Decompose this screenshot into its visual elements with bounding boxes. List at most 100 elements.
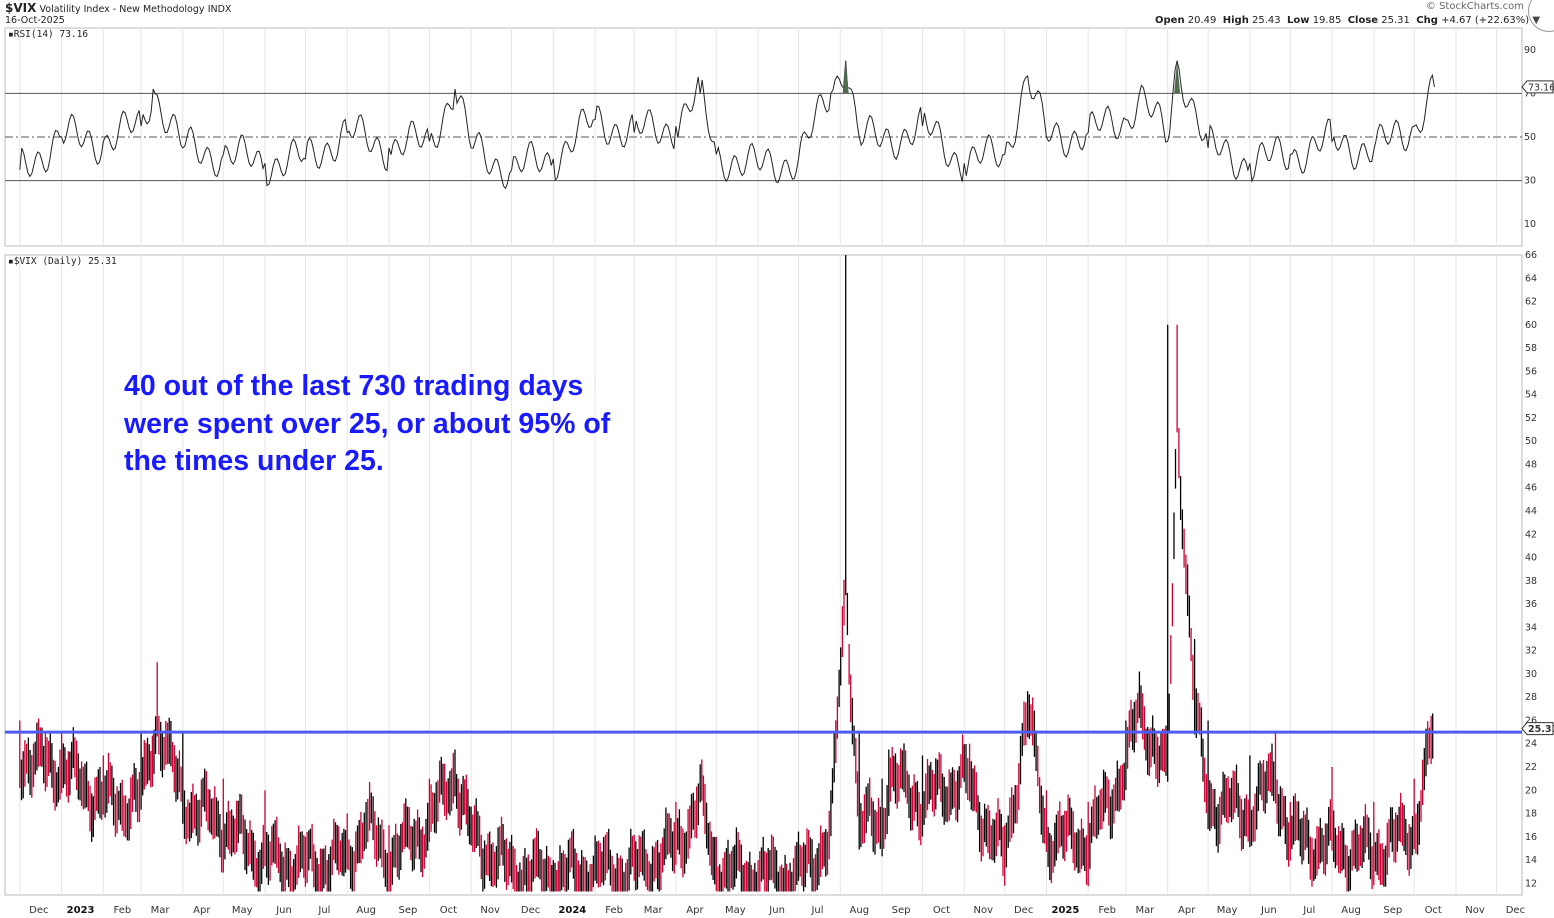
x-tick-label: Jul	[317, 905, 330, 916]
x-tick-label: Dec	[1014, 905, 1033, 916]
rsi-y-tick-label: 10	[1524, 219, 1536, 230]
chevron-down-icon: ▼	[1532, 15, 1541, 26]
vix-tag-text: 25.31	[1528, 724, 1554, 735]
vix-y-tick-label: 52	[1525, 413, 1537, 424]
annotation-line-3: the times under 25.	[124, 445, 384, 477]
x-tick-label: Apr	[1178, 905, 1196, 916]
rsi-tag-text: 73.16	[1528, 82, 1554, 93]
exchange: INDX	[207, 4, 232, 15]
annotation-line-1: 40 out of the last 730 trading days	[124, 370, 584, 402]
x-tick-label: May	[232, 905, 253, 916]
x-tick-label: Apr	[193, 905, 211, 916]
chg-value: +4.67 (+22.63%)	[1441, 15, 1530, 26]
x-tick-label: Jun	[275, 905, 292, 916]
close-label: Close	[1347, 15, 1379, 26]
x-tick-label: Mar	[151, 905, 171, 916]
x-axis-labels: Dec 2023 Feb Mar Apr May Jun Jul Aug Sep Oct Nov Dec…	[29, 905, 1525, 916]
vix-y-tick-label: 56	[1525, 366, 1537, 377]
symbol: $VIX	[5, 1, 37, 15]
vix-y-tick-label: 16	[1525, 832, 1537, 843]
vix-y-tick-label: 26	[1525, 715, 1537, 726]
x-tick-label: 2025	[1052, 905, 1080, 916]
main-panel-frame	[4, 254, 1523, 896]
vix-y-tick-label: 54	[1525, 390, 1537, 401]
x-tick-label: Sep	[892, 905, 911, 916]
vix-y-tick-label: 66	[1525, 250, 1537, 261]
vix-y-tick-label: 60	[1525, 320, 1537, 331]
vix-tag-box	[1521, 722, 1554, 736]
x-tick-label: Dec	[1506, 905, 1525, 916]
ohlc-bars	[19, 255, 1434, 892]
chart-date: 16-Oct-2025	[5, 15, 65, 26]
vix-y-tick-label: 38	[1525, 576, 1537, 587]
vix-y-tick-label: 48	[1525, 459, 1537, 470]
rsi-overbought-fill	[1174, 60, 1181, 94]
rsi-tag-box	[1521, 80, 1554, 94]
rsi-panel: 10 30 50 70 90 73.16 ▪RSI(14) 73.16	[5, 29, 1554, 230]
x-tick-label: Nov	[973, 905, 993, 916]
vix-y-tick-label: 34	[1525, 622, 1537, 633]
high-value: 25.43	[1252, 15, 1281, 26]
x-tick-label: Dec	[521, 905, 540, 916]
close-value: 25.31	[1381, 15, 1410, 26]
vix-panel-label: ▪$VIX (Daily) 25.31	[8, 256, 117, 267]
x-tick-label: Jul	[810, 905, 823, 916]
x-tick-label: 2023	[67, 905, 95, 916]
x-tick-label: Aug	[850, 905, 870, 916]
chart-annotation: 40 out of the last 730 trading days were…	[124, 368, 684, 481]
vix-y-tick-label: 58	[1525, 343, 1537, 354]
x-tick-label: Mar	[1135, 905, 1155, 916]
x-tick-label: 2024	[558, 905, 586, 916]
watermark: © StockCharts.com	[1426, 1, 1524, 12]
vix-y-tick-label: 46	[1525, 483, 1537, 494]
low-value: 19.85	[1312, 15, 1342, 26]
rsi-y-tick-label: 90	[1524, 45, 1536, 56]
chart-header-left: $VIX Volatility Index - New Methodology …	[5, 1, 231, 15]
x-tick-label: Nov	[480, 905, 500, 916]
chg-label: Chg	[1416, 15, 1438, 26]
x-tick-label: Sep	[1383, 905, 1402, 916]
rsi-overbought-fill	[842, 60, 849, 94]
vix-y-tick-label: 30	[1525, 669, 1537, 680]
x-tick-label: Oct	[1425, 905, 1442, 916]
vix-y-tick-label: 42	[1525, 529, 1537, 540]
vix-y-tick-label: 62	[1525, 297, 1537, 308]
rsi-last-value-tag: 73.16	[1521, 80, 1554, 94]
vix-y-tick-label: 36	[1525, 599, 1537, 610]
x-tick-label: Jun	[1260, 905, 1277, 916]
x-tick-label: Aug	[356, 905, 376, 916]
vix-y-tick-label: 18	[1525, 809, 1537, 820]
x-tick-label: Jun	[768, 905, 785, 916]
x-tick-label: Mar	[644, 905, 664, 916]
low-label: Low	[1287, 15, 1310, 26]
annotation-line-2: were spent over 25, or about 95% of	[124, 407, 611, 440]
vix-y-tick-label: 22	[1525, 762, 1537, 773]
vix-y-tick-label: 20	[1525, 785, 1537, 796]
x-tick-label: Jul	[1302, 905, 1315, 916]
x-tick-label: May	[1217, 905, 1238, 916]
vix-y-tick-label: 50	[1525, 436, 1537, 447]
vix-y-tick-label: 64	[1525, 273, 1537, 284]
symbol-name: Volatility Index - New Methodology	[39, 4, 205, 15]
high-label: High	[1222, 15, 1249, 26]
x-tick-label: Feb	[605, 905, 623, 916]
ohlc-readout: Open 20.49 High 25.43 Low 19.85 Close 25…	[1155, 15, 1540, 26]
x-tick-label: Feb	[1098, 905, 1116, 916]
rsi-y-tick-label: 70	[1524, 88, 1536, 99]
rsi-line	[19, 60, 1435, 190]
x-tick-label: Sep	[399, 905, 418, 916]
vix-y-tick-label: 24	[1525, 739, 1537, 750]
vix-y-tick-label: 32	[1525, 646, 1537, 657]
vix-y-tick-label: 44	[1525, 506, 1537, 517]
vix-y-tick-label: 40	[1525, 553, 1537, 564]
x-tick-label: Aug	[1341, 905, 1361, 916]
x-tick-label: Nov	[1465, 905, 1485, 916]
rsi-panel-label: ▪RSI(14) 73.16	[8, 29, 88, 40]
vix-y-tick-label: 28	[1525, 692, 1537, 703]
rsi-y-tick-label: 30	[1524, 176, 1536, 187]
x-tick-label: Dec	[29, 905, 48, 916]
vix-last-value-tag: 25.31	[1521, 722, 1554, 736]
x-tick-label: May	[725, 905, 746, 916]
x-tick-label: Apr	[686, 905, 704, 916]
